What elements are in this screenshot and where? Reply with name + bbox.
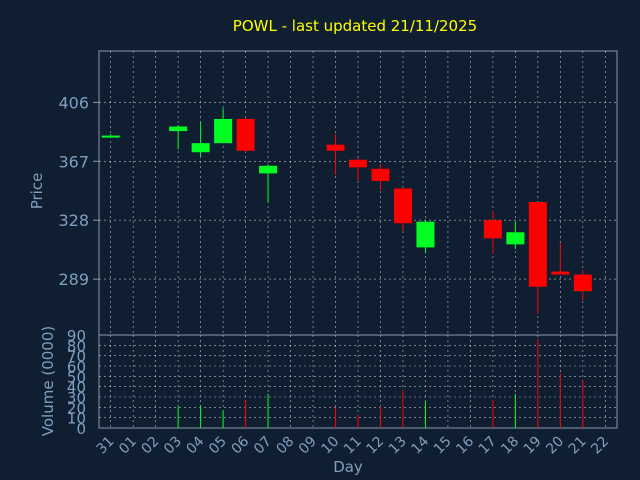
candle-body [326,144,345,151]
candle-body [528,202,547,287]
candle-body [236,118,255,151]
volume-tick-label: 90 [67,327,86,345]
price-panel: 289 328 367 406 [58,50,618,336]
x-axis: 3101020304050607080910111213141516171819… [94,433,613,457]
candle-body [506,232,525,245]
candle-body [551,271,570,275]
volume-tick-label: 10 [67,410,86,428]
chart-title: POWL - last updated 21/11/2025 [233,17,477,35]
x-axis-label: Day [333,458,363,476]
volume-tick-label: 30 [67,389,86,407]
candle-body [214,118,233,144]
price-tick-label: 367 [58,152,89,171]
price-tick-label: 289 [58,270,89,289]
candle-body [191,143,210,153]
price-axis-label: Price [28,173,46,210]
volume-tick-label: 80 [67,337,86,355]
candle-body [371,168,390,181]
volume-tick-label: 0 [76,420,86,438]
candle-body [416,221,435,248]
candle-body [259,165,278,174]
volume-tick-label: 40 [67,379,86,397]
candle-body [169,126,188,132]
volume-tick-label: 70 [67,348,86,366]
candle-body [573,274,592,292]
candle-body [393,188,412,224]
price-tick-label: 406 [58,93,89,112]
volume-tick-label: 20 [67,399,86,417]
volume-tick-label: 50 [67,368,86,386]
candle-body [349,159,367,168]
volume-axis-label: Volume (0000) [39,326,57,436]
price-tick-label: 328 [58,211,89,230]
candle-body [483,220,502,239]
candle-body [101,135,120,138]
volume-tick-label: 60 [67,358,86,376]
